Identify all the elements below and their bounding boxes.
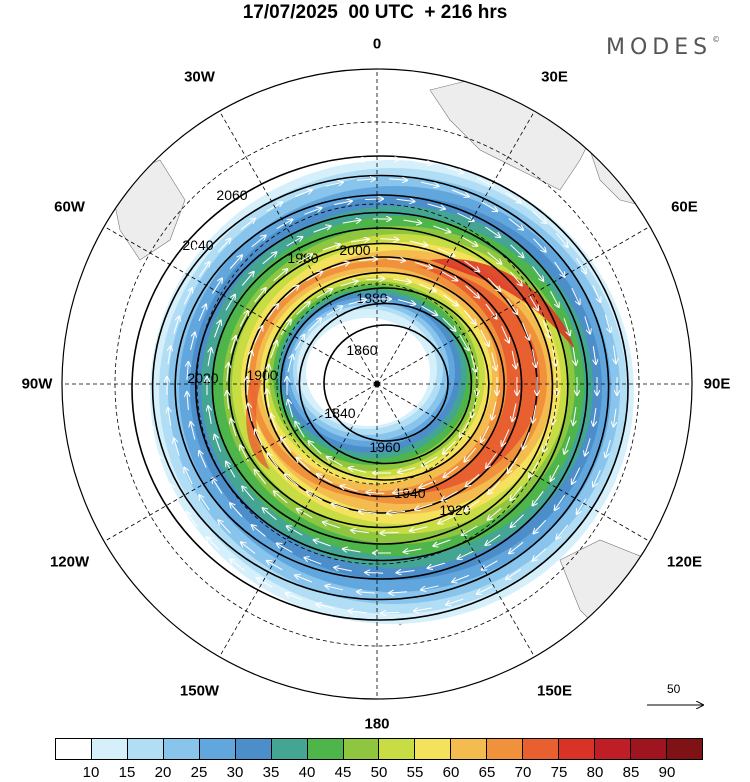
longitude-label: 30E — [541, 68, 568, 86]
colorbar-tick-label: 70 — [514, 764, 532, 781]
colorbar-swatch — [379, 739, 416, 759]
colorbar-tick-label: 25 — [190, 764, 208, 781]
colorbar-swatch — [666, 739, 702, 759]
colorbar-swatch — [451, 739, 488, 759]
colorbar-tick-label: 40 — [298, 764, 316, 781]
colorbar-swatch — [487, 739, 524, 759]
longitude-label: 60E — [671, 198, 698, 215]
colorbar-tick-label: 75 — [550, 764, 568, 781]
colorbar-tick-label: 55 — [406, 764, 424, 781]
contour-label: 1960 — [369, 439, 400, 455]
colorbar-swatch — [523, 739, 560, 759]
reference-arrow-icon — [647, 680, 705, 720]
longitude-label: 90W — [21, 375, 53, 393]
copyright-mark: © — [712, 34, 721, 44]
colorbar — [55, 738, 703, 760]
colorbar-swatch — [199, 739, 236, 759]
map-title: 17/07/2025 00 UTC + 216 hrs — [242, 2, 508, 23]
lat-lon-grid — [62, 69, 692, 699]
map-boundary — [61, 68, 693, 700]
colorbar-tick-label: 30 — [226, 764, 244, 781]
longitude-label: 150W — [179, 682, 220, 700]
colorbar-tick-label: 85 — [622, 764, 640, 781]
brand-text: MODES — [606, 35, 713, 60]
colorbar-swatch — [595, 739, 631, 759]
reference-vector-label: 50 — [667, 682, 681, 696]
contour-label: 1840 — [324, 405, 355, 421]
reference-vector: 50 — [645, 680, 705, 720]
longitude-label: 90E — [703, 375, 731, 393]
colorbar-swatch — [415, 739, 452, 759]
longitude-label: 30W — [184, 68, 215, 86]
wind-vectors — [147, 159, 617, 613]
colorbar-swatch — [163, 739, 200, 759]
colorbar-tick-label: 20 — [154, 764, 172, 781]
modes-logo: MODES© — [606, 35, 720, 60]
longitude-label: 120W — [49, 553, 90, 570]
longitude-label: 120E — [666, 553, 702, 570]
colorbar-swatch — [343, 739, 380, 759]
colorbar-tick-label: 15 — [118, 764, 136, 781]
colorbar-tick-label: 50 — [370, 764, 388, 781]
contour-label: 2060 — [216, 187, 247, 203]
height-contours: 2060204020202000198019601940192019001880… — [131, 155, 629, 621]
colorbar-tick-label: 60 — [442, 764, 460, 781]
wind-speed-shading — [150, 160, 634, 624]
colorbar-tick-label: 35 — [262, 764, 280, 781]
colorbar-tick-label: 65 — [478, 764, 496, 781]
colorbar-swatch — [559, 739, 596, 759]
colorbar-swatch — [56, 739, 92, 759]
contour-label: 2040 — [182, 237, 213, 253]
pole-marker — [374, 381, 380, 387]
colorbar-swatch — [91, 739, 128, 759]
colorbar-swatch — [127, 739, 164, 759]
contour-label: 2020 — [187, 370, 218, 386]
longitude-label: 180 — [364, 715, 390, 733]
longitude-label: 0 — [372, 35, 382, 53]
colorbar-swatch — [631, 739, 667, 759]
contour-label: 1860 — [346, 342, 377, 358]
longitude-label: 150E — [536, 682, 573, 700]
contour-label: 1900 — [246, 367, 277, 383]
contour-label: 1880 — [356, 290, 387, 306]
colorbar-swatch — [235, 739, 272, 759]
colorbar-tick-label: 90 — [658, 764, 676, 781]
colorbar-tick-label: 45 — [334, 764, 352, 781]
contour-label: 2000 — [339, 242, 370, 258]
longitude-label: 60W — [54, 198, 85, 215]
colorbar-swatch — [271, 739, 308, 759]
colorbar-tick-label: 80 — [586, 764, 604, 781]
contour-label: 1980 — [287, 250, 318, 266]
colorbar-tick-label: 10 — [82, 764, 100, 781]
colorbar-swatch — [307, 739, 344, 759]
